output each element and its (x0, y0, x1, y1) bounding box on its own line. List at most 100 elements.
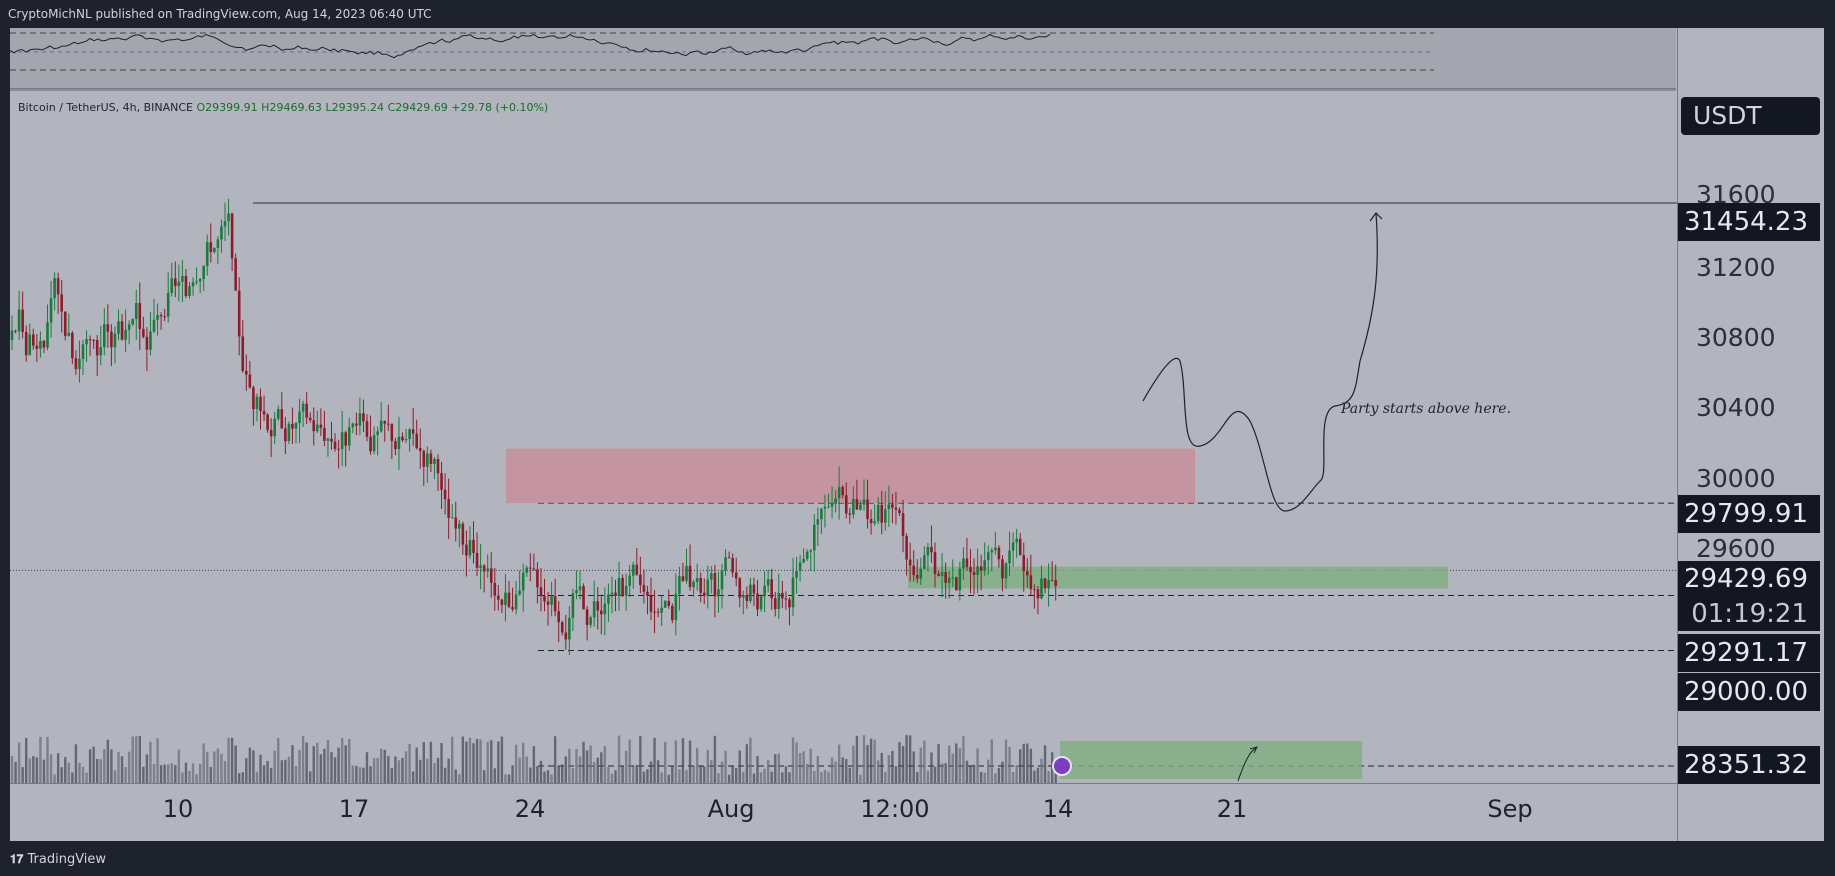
volume-bar (546, 770, 550, 783)
candle (365, 421, 369, 437)
footer-brand[interactable]: TradingView (27, 852, 107, 867)
volume-bar (49, 754, 53, 783)
candle (479, 565, 482, 568)
candle (294, 423, 298, 429)
volume-bar (287, 756, 291, 783)
volume-bar (930, 752, 933, 783)
x-tick-label: Aug (707, 795, 755, 823)
volume-bar (681, 738, 685, 783)
candle (525, 567, 529, 573)
candle (134, 303, 138, 320)
candle (901, 513, 905, 537)
candle (724, 557, 727, 571)
candle (827, 506, 830, 508)
pane-separator[interactable] (10, 89, 1676, 91)
volume-bar (170, 763, 173, 783)
candle (891, 504, 894, 508)
volume-bar (337, 747, 340, 783)
volume-bar (880, 752, 883, 783)
candle (912, 565, 915, 576)
candle (919, 568, 923, 579)
volume-bar (88, 749, 92, 783)
price-badge-resistance: 31454.23 (1678, 203, 1820, 241)
candle (209, 242, 213, 253)
candle (791, 577, 795, 608)
volume-bar (319, 754, 323, 783)
candle (472, 539, 475, 553)
volume-bar (660, 772, 663, 783)
candle (962, 558, 965, 569)
candle (727, 557, 731, 559)
volume-bar (131, 736, 134, 783)
volume-bar (426, 758, 429, 783)
volume-bar (369, 766, 372, 783)
volume-bar (983, 772, 986, 783)
volume-bar (454, 769, 457, 783)
volume-bar (39, 736, 42, 783)
volume-bar (1001, 761, 1004, 783)
volume-bar (280, 760, 283, 783)
volume-bar (142, 766, 145, 783)
x-tick-label: 17 (338, 795, 370, 823)
volume-bar (635, 764, 638, 783)
volume-bar (795, 742, 798, 783)
candle (1047, 580, 1050, 589)
candle (124, 329, 127, 340)
currency-selector[interactable]: USDT (1681, 97, 1820, 135)
volume-bar (529, 767, 532, 783)
candle (280, 409, 284, 429)
volume-bar (518, 757, 521, 783)
candle (92, 340, 95, 342)
volume-bar (74, 744, 78, 783)
volume-bar (695, 747, 699, 783)
candle (930, 546, 933, 553)
oscillator-pane[interactable] (10, 28, 1676, 89)
candle (568, 617, 571, 640)
tradingview-logo[interactable]: 𝟏𝟕 (10, 852, 24, 866)
candle (862, 499, 866, 505)
candle (273, 418, 276, 437)
volume-bar (486, 741, 489, 783)
volume-bar (316, 742, 319, 783)
volume-bar (181, 772, 184, 783)
volume-bar (167, 764, 170, 783)
volume-bar (245, 758, 248, 783)
volume-bar (497, 741, 500, 783)
volume-bar (35, 757, 39, 783)
candle (188, 286, 191, 296)
candle (482, 565, 486, 572)
volume-bar (305, 742, 308, 783)
candle (131, 319, 134, 325)
legend-high: H29469.63 (261, 101, 322, 114)
candle (245, 370, 248, 375)
volume-bar (720, 761, 724, 783)
candle (103, 324, 106, 348)
price-badge-support: 29291.17 (1678, 634, 1820, 672)
price-chart[interactable]: Party starts above here. (10, 91, 1677, 783)
candle (60, 294, 63, 312)
candle (887, 504, 891, 510)
volume-bar (624, 750, 628, 783)
volume-bar (103, 748, 106, 783)
volume-bar (323, 748, 326, 783)
symbol-legend[interactable]: Bitcoin / TetherUS, 4h, BINANCE O29399.9… (18, 101, 548, 114)
candle (514, 594, 518, 610)
candle (830, 503, 834, 507)
candle (699, 577, 702, 593)
candle (181, 276, 184, 282)
candle (550, 596, 553, 605)
candle (706, 579, 710, 596)
legend-change: +29.78 (+0.10%) (451, 101, 549, 114)
volume-bar (908, 735, 912, 783)
candle (1008, 550, 1011, 564)
candle (759, 596, 763, 610)
candle (63, 311, 67, 336)
volume-bar (568, 748, 571, 783)
volume-bar (937, 743, 940, 783)
volume-bar (766, 760, 770, 783)
candle (915, 575, 919, 579)
volume-bar (539, 760, 543, 783)
volume-bar (607, 767, 610, 783)
volume-bar (465, 741, 468, 783)
candle (497, 595, 500, 600)
